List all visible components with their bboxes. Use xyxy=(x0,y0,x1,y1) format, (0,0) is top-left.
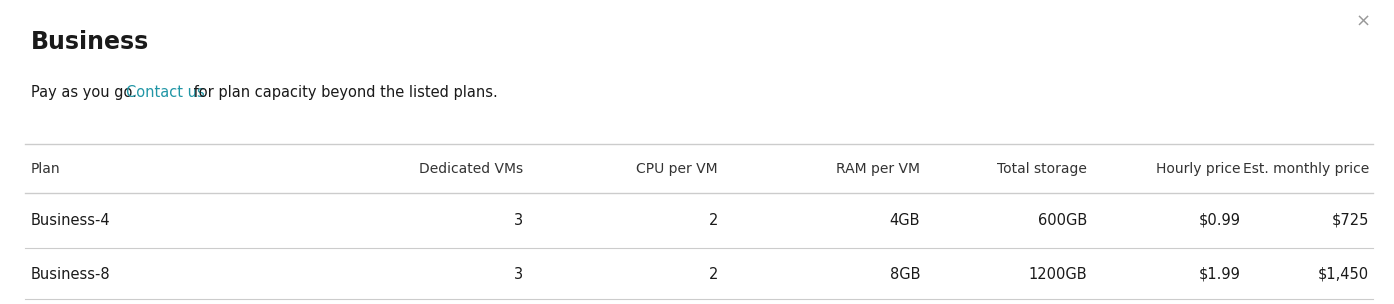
Text: $1,450: $1,450 xyxy=(1317,267,1369,282)
Text: RAM per VM: RAM per VM xyxy=(836,162,920,176)
Text: Total storage: Total storage xyxy=(998,162,1087,176)
Text: Pay as you go.: Pay as you go. xyxy=(31,85,141,100)
Text: $725: $725 xyxy=(1331,213,1369,228)
Text: 2: 2 xyxy=(708,213,718,228)
Text: 3: 3 xyxy=(513,213,523,228)
Text: Business: Business xyxy=(31,30,149,54)
Text: Est. monthly price: Est. monthly price xyxy=(1242,162,1369,176)
Text: CPU per VM: CPU per VM xyxy=(636,162,718,176)
Text: 1200GB: 1200GB xyxy=(1029,267,1087,282)
Text: Plan: Plan xyxy=(31,162,60,176)
Text: 8GB: 8GB xyxy=(889,267,920,282)
Text: $1.99: $1.99 xyxy=(1199,267,1241,282)
Text: 3: 3 xyxy=(513,267,523,282)
Text: ×: × xyxy=(1355,12,1370,30)
Text: $0.99: $0.99 xyxy=(1199,213,1241,228)
Text: Hourly price: Hourly price xyxy=(1156,162,1241,176)
Text: 600GB: 600GB xyxy=(1039,213,1087,228)
Text: Business-8: Business-8 xyxy=(31,267,110,282)
Text: Dedicated VMs: Dedicated VMs xyxy=(418,162,523,176)
Text: Contact us: Contact us xyxy=(125,85,205,100)
Text: 2: 2 xyxy=(708,267,718,282)
Text: for plan capacity beyond the listed plans.: for plan capacity beyond the listed plan… xyxy=(190,85,498,100)
Text: Business-4: Business-4 xyxy=(31,213,110,228)
Text: 4GB: 4GB xyxy=(889,213,920,228)
